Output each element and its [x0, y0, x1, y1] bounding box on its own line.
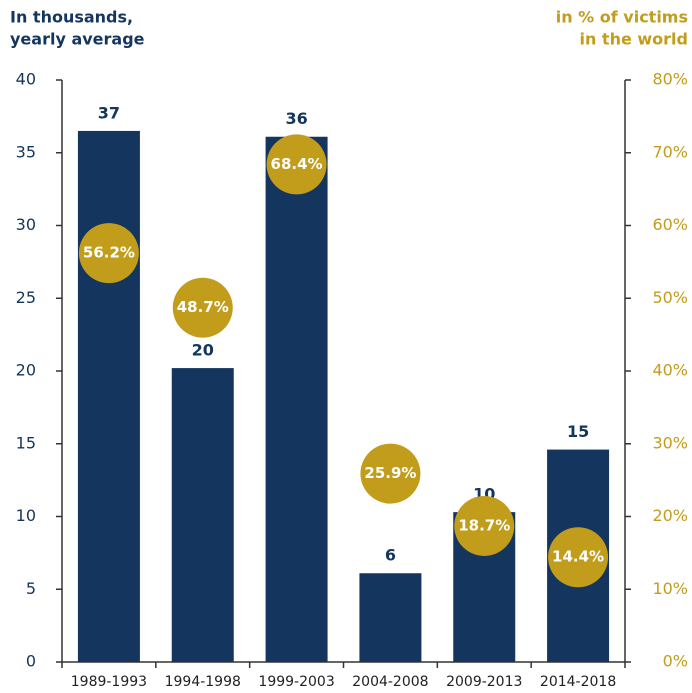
- share-label: 14.4%: [552, 548, 604, 566]
- y-tick-label: 40: [16, 70, 36, 89]
- share-dot: [172, 277, 233, 338]
- y2-axis-title: in the world: [579, 30, 688, 49]
- y2-tick-label: 30%: [652, 433, 688, 452]
- bar-label: 37: [98, 103, 120, 122]
- y-tick-label: 20: [16, 361, 36, 380]
- y2-tick-label: 50%: [652, 288, 688, 307]
- share-dot: [360, 443, 421, 504]
- bar-label: 20: [192, 341, 214, 360]
- share-dot: [266, 134, 327, 195]
- y2-tick-label: 40%: [652, 361, 688, 380]
- bar-label: 6: [385, 546, 396, 565]
- y-axis-title: yearly average: [10, 30, 145, 49]
- y-tick-label: 30: [16, 215, 36, 234]
- bar-label: 36: [285, 109, 307, 128]
- y2-tick-label: 60%: [652, 215, 688, 234]
- bar: [77, 130, 140, 663]
- x-tick-label: 2014-2018: [540, 674, 616, 690]
- y-tick-label: 25: [16, 288, 36, 307]
- y2-axis-title: in % of victims: [556, 8, 688, 27]
- bar-label: 15: [567, 422, 589, 441]
- share-label: 68.4%: [271, 155, 323, 173]
- share-dot: [78, 223, 139, 284]
- y-tick-label: 0: [26, 652, 36, 671]
- x-tick-label: 1999-2003: [258, 674, 334, 690]
- y-tick-label: 10: [16, 506, 36, 525]
- x-tick-label: 2004-2008: [352, 674, 428, 690]
- y2-tick-label: 20%: [652, 506, 688, 525]
- bar: [171, 368, 234, 662]
- x-tick-label: 1994-1998: [165, 674, 241, 690]
- y2-tick-label: 10%: [652, 579, 688, 598]
- share-label: 48.7%: [177, 298, 229, 316]
- y-tick-label: 5: [26, 579, 36, 598]
- share-label: 18.7%: [458, 516, 510, 534]
- bar: [265, 136, 328, 662]
- y-tick-label: 35: [16, 142, 36, 161]
- y-tick-label: 15: [16, 433, 36, 452]
- y2-tick-label: 80%: [652, 70, 688, 89]
- y-axis-title: In thousands,: [10, 8, 133, 27]
- bar: [359, 573, 422, 662]
- x-tick-label: 1989-1993: [71, 674, 147, 690]
- share-dot: [548, 527, 609, 588]
- y2-tick-label: 0%: [663, 652, 688, 671]
- y2-tick-label: 70%: [652, 142, 688, 161]
- share-dot: [454, 495, 515, 556]
- share-label: 25.9%: [364, 464, 416, 482]
- share-label: 56.2%: [83, 244, 135, 262]
- x-tick-label: 2009-2013: [446, 674, 522, 690]
